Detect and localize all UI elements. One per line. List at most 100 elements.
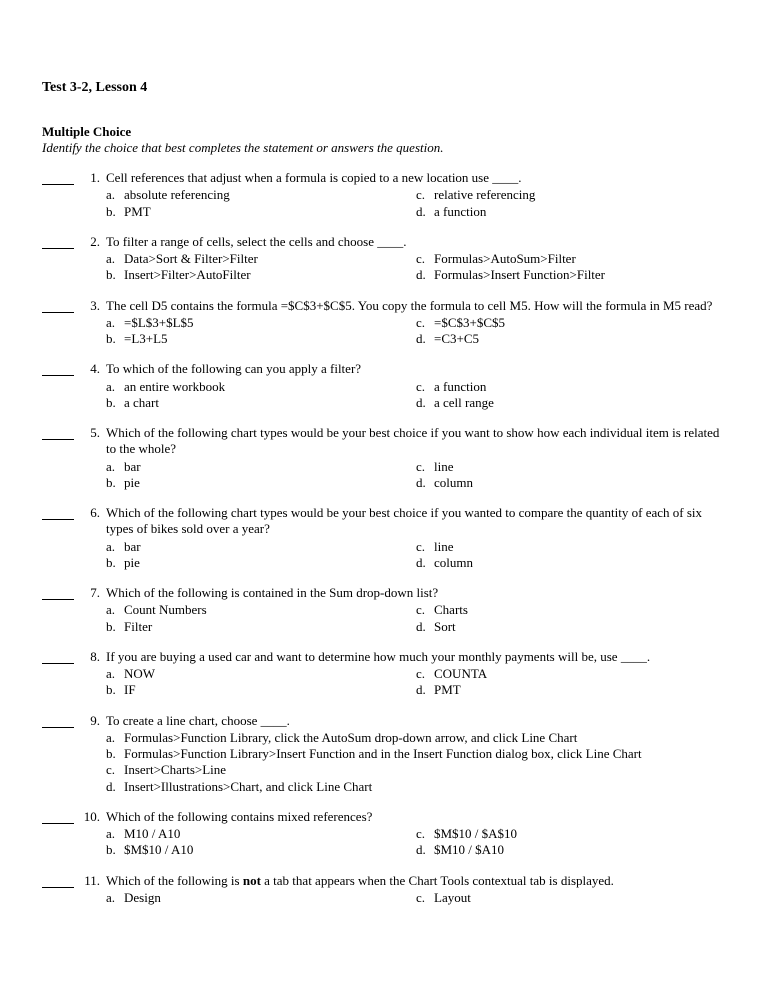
option-c: c.Formulas>AutoSum>Filter (416, 251, 726, 267)
answer-blank[interactable] (42, 172, 74, 185)
option-c: c.Charts (416, 602, 726, 618)
option-c: c.line (416, 539, 726, 555)
option-letter: d. (416, 204, 434, 220)
question-number: 7. (74, 585, 106, 635)
question-body: Which of the following is not a tab that… (106, 873, 726, 907)
question-body: The cell D5 contains the formula =$C$3+$… (106, 298, 726, 348)
question-9: 9. To create a line chart, choose ____. … (42, 713, 726, 795)
answer-blank[interactable] (42, 427, 74, 440)
question-number: 3. (74, 298, 106, 348)
option-d: d.Sort (416, 619, 726, 635)
question-body: Which of the following chart types would… (106, 425, 726, 491)
option-text: IF (124, 682, 416, 698)
option-text: pie (124, 475, 416, 491)
answer-blank[interactable] (42, 587, 74, 600)
option-letter: a. (106, 379, 124, 395)
option-d: d.a cell range (416, 395, 726, 411)
answer-blank[interactable] (42, 300, 74, 313)
question-number: 11. (74, 873, 106, 907)
page: Test 3-2, Lesson 4 Multiple Choice Ident… (0, 0, 768, 960)
option-c: c.=$C$3+$C$5 (416, 315, 726, 331)
question-11: 11. Which of the following is not a tab … (42, 873, 726, 907)
stem-post: a tab that appears when the Chart Tools … (261, 873, 614, 888)
question-number: 6. (74, 505, 106, 571)
question-number: 2. (74, 234, 106, 284)
option-a: a.Formulas>Function Library, click the A… (106, 730, 726, 746)
option-text: an entire workbook (124, 379, 416, 395)
option-text: Insert>Filter>AutoFilter (124, 267, 416, 283)
answer-blank[interactable] (42, 236, 74, 249)
option-b: b.=L3+L5 (106, 331, 416, 347)
question-5: 5. Which of the following chart types wo… (42, 425, 726, 491)
option-text: absolute referencing (124, 187, 416, 203)
answer-blank[interactable] (42, 507, 74, 520)
option-letter: a. (106, 539, 124, 555)
question-stem: The cell D5 contains the formula =$C$3+$… (106, 298, 726, 314)
option-a: a.M10 / A10 (106, 826, 416, 842)
option-text: Filter (124, 619, 416, 635)
question-body: If you are buying a used car and want to… (106, 649, 726, 699)
option-b: b.a chart (106, 395, 416, 411)
option-letter: a. (106, 251, 124, 267)
option-text: bar (124, 459, 416, 475)
option-letter: b. (106, 842, 124, 858)
question-stem: Which of the following is not a tab that… (106, 873, 726, 889)
option-text: Sort (434, 619, 726, 635)
option-letter: d. (106, 779, 124, 795)
question-body: Which of the following chart types would… (106, 505, 726, 571)
question-number: 5. (74, 425, 106, 491)
option-a: a.Count Numbers (106, 602, 416, 618)
option-a: a.Data>Sort & Filter>Filter (106, 251, 416, 267)
answer-blank[interactable] (42, 651, 74, 664)
option-text: NOW (124, 666, 416, 682)
question-2: 2. To filter a range of cells, select th… (42, 234, 726, 284)
stem-pre: Which of the following is (106, 873, 243, 888)
option-a: a.NOW (106, 666, 416, 682)
answer-blank[interactable] (42, 875, 74, 888)
option-text: Formulas>Function Library>Insert Functio… (124, 746, 726, 762)
answer-blank[interactable] (42, 715, 74, 728)
option-d: d.PMT (416, 682, 726, 698)
option-text: Formulas>AutoSum>Filter (434, 251, 726, 267)
option-letter: d. (416, 842, 434, 858)
question-body: Which of the following is contained in t… (106, 585, 726, 635)
option-text: $M$10 / $A$10 (434, 826, 726, 842)
option-d: d.$M10 / $A10 (416, 842, 726, 858)
option-letter: c. (416, 315, 434, 331)
question-number: 1. (74, 170, 106, 220)
option-letter: d. (416, 331, 434, 347)
question-number: 8. (74, 649, 106, 699)
option-c: c.a function (416, 379, 726, 395)
question-7: 7. Which of the following is contained i… (42, 585, 726, 635)
question-stem: Which of the following chart types would… (106, 425, 726, 458)
option-letter: c. (416, 379, 434, 395)
option-c: c.Insert>Charts>Line (106, 762, 726, 778)
option-letter: b. (106, 204, 124, 220)
option-text: =$L$3+$L$5 (124, 315, 416, 331)
answer-blank[interactable] (42, 811, 74, 824)
option-text: a function (434, 204, 726, 220)
answer-blank[interactable] (42, 363, 74, 376)
option-text: a cell range (434, 395, 726, 411)
option-letter: c. (416, 890, 434, 906)
stem-bold: not (243, 873, 261, 888)
option-letter: c. (416, 539, 434, 555)
option-text: =C3+C5 (434, 331, 726, 347)
question-4: 4. To which of the following can you app… (42, 361, 726, 411)
question-number: 9. (74, 713, 106, 795)
option-text: Formulas>Function Library, click the Aut… (124, 730, 726, 746)
option-c: c.COUNTA (416, 666, 726, 682)
option-text: relative referencing (434, 187, 726, 203)
option-letter: b. (106, 475, 124, 491)
option-a: a.=$L$3+$L$5 (106, 315, 416, 331)
option-letter: b. (106, 555, 124, 571)
test-title: Test 3-2, Lesson 4 (42, 80, 726, 96)
option-text: Layout (434, 890, 726, 906)
question-body: To which of the following can you apply … (106, 361, 726, 411)
option-letter: a. (106, 666, 124, 682)
question-stem: Which of the following is contained in t… (106, 585, 726, 601)
option-letter: c. (416, 251, 434, 267)
question-body: Cell references that adjust when a formu… (106, 170, 726, 220)
option-text: bar (124, 539, 416, 555)
option-b: b.pie (106, 475, 416, 491)
